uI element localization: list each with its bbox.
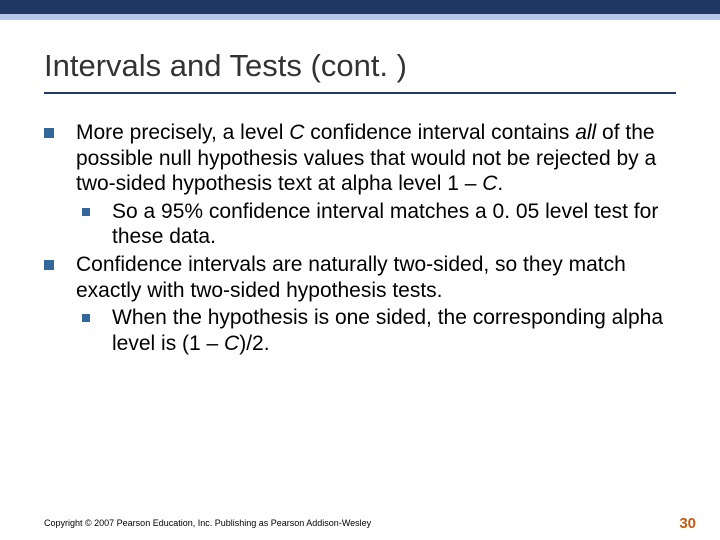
top-accent-bar-dark (0, 0, 720, 14)
text-run: . (497, 172, 503, 195)
bullet-text: Confidence intervals are naturally two-s… (76, 252, 676, 303)
bullet-text: When the hypothesis is one sided, the co… (112, 305, 676, 356)
slide-content: More precisely, a level C confidence int… (44, 120, 676, 358)
bullet-text: More precisely, a level C confidence int… (76, 120, 676, 197)
top-accent-bar-light (0, 14, 720, 20)
text-run-italic: C (289, 121, 304, 144)
slide: Intervals and Tests (cont. ) More precis… (0, 0, 720, 540)
text-run-italic: C (224, 332, 239, 355)
text-run-italic: C (482, 172, 497, 195)
square-bullet-icon (82, 314, 90, 322)
text-run-italic: all (575, 121, 596, 144)
bullet-level1: More precisely, a level C confidence int… (44, 120, 676, 197)
page-number: 30 (679, 515, 696, 532)
bullet-level2: So a 95% confidence interval matches a 0… (82, 199, 676, 250)
text-run: More precisely, a level (76, 121, 289, 144)
text-run: When the hypothesis is one sided, the co… (112, 306, 663, 355)
slide-title: Intervals and Tests (cont. ) (44, 48, 407, 84)
bullet-level1: Confidence intervals are naturally two-s… (44, 252, 676, 303)
copyright-footer: Copyright © 2007 Pearson Education, Inc.… (44, 518, 371, 528)
square-bullet-icon (44, 260, 54, 270)
text-run: )/2. (239, 332, 269, 355)
bullet-level2: When the hypothesis is one sided, the co… (82, 305, 676, 356)
square-bullet-icon (82, 208, 90, 216)
square-bullet-icon (44, 128, 54, 138)
bullet-text: So a 95% confidence interval matches a 0… (112, 199, 676, 250)
title-underline (44, 92, 676, 94)
text-run: confidence interval contains (304, 121, 575, 144)
